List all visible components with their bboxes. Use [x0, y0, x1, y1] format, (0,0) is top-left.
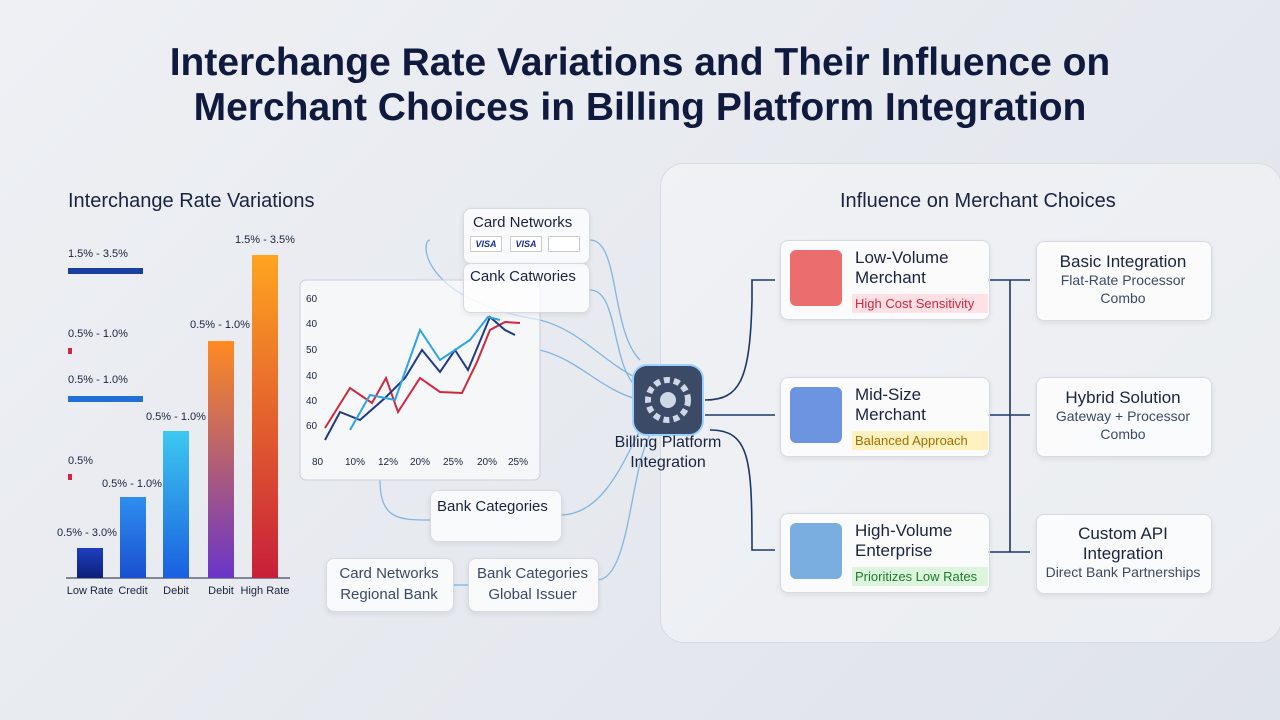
- merchant-icon: [790, 387, 842, 443]
- legend-label: 1.5% - 3.5%: [68, 248, 128, 260]
- heading: Influence on Merchant Choices: [840, 190, 1116, 212]
- heading: Interchange Rate Variations: [68, 190, 315, 212]
- bar: [208, 341, 234, 578]
- bar-range: 0.5% - 1.0%: [102, 478, 162, 490]
- integration-subtitle: Combo: [1100, 290, 1146, 306]
- card-text: Card Networks: [339, 565, 439, 582]
- x-label: 25%: [443, 457, 464, 468]
- hub-label: Integration: [630, 454, 706, 471]
- hub-label: Billing Platform: [614, 434, 722, 451]
- integration-title: Hybrid Solution: [1065, 388, 1181, 407]
- merchant-tag: Balanced Approach: [852, 431, 988, 450]
- legend-label: 0.5% - 1.0%: [68, 374, 128, 386]
- integration-card: [1036, 377, 1212, 457]
- legend-swatch: [68, 268, 143, 274]
- x-label: 20%: [477, 457, 498, 468]
- y-label: 50: [306, 345, 318, 356]
- legend-swatch: [68, 348, 72, 354]
- merchant-tag: Prioritizes Low Rates: [852, 567, 988, 586]
- arrows: [704, 279, 1030, 553]
- card-text: Regional Bank: [340, 586, 438, 603]
- card: [430, 490, 562, 542]
- gear-center: [660, 392, 676, 408]
- card: [463, 263, 590, 313]
- y-label: 40: [306, 319, 318, 330]
- bar-label: Low Rate: [66, 585, 114, 597]
- integration-subtitle: Combo: [1100, 426, 1146, 442]
- legend-swatch: [68, 396, 143, 402]
- bar-range: 0.5% - 1.0%: [190, 319, 250, 331]
- y-label: 40: [306, 371, 318, 382]
- card: [326, 558, 454, 612]
- integration-title: Custom API: [1078, 524, 1168, 543]
- legend-label: 0.5%: [68, 455, 94, 467]
- bar: [163, 431, 189, 578]
- merchant-name: Merchant: [855, 405, 926, 424]
- card-title: Card Networks: [473, 214, 573, 231]
- line: [349, 315, 501, 431]
- bar: [120, 497, 146, 578]
- integration-subtitle: Flat-Rate Processor: [1060, 272, 1186, 288]
- x-label: 12%: [378, 457, 399, 468]
- x-label: 25%: [508, 457, 529, 468]
- card-text: Bank Categories: [477, 565, 588, 582]
- x-label: 20%: [410, 457, 431, 468]
- gear: [645, 377, 691, 423]
- card-text: Global Issuer: [488, 586, 577, 603]
- merchant-name: High-Volume: [855, 521, 953, 540]
- bar-range: 0.5% - 1.0%: [146, 411, 206, 423]
- merchant-name: Merchant: [855, 268, 926, 287]
- merchant-icon: [790, 523, 842, 579]
- legend-swatch: [68, 474, 72, 480]
- y-label: 60: [306, 421, 318, 432]
- logo: [548, 236, 580, 252]
- merchant-name: Low-Volume: [855, 248, 949, 267]
- merchant-icon: [790, 250, 842, 306]
- logo: VISA: [470, 236, 502, 252]
- bar-label: Credit: [118, 585, 148, 597]
- x-label: 80: [312, 457, 324, 468]
- mini-chart-frame: [299, 279, 541, 481]
- y-label: 40: [306, 396, 318, 407]
- integration-card: [1036, 514, 1212, 594]
- card-title: Cank Catwories: [470, 268, 576, 285]
- bar: [252, 255, 278, 578]
- merchant-tag: High Cost Sensitivity: [852, 294, 988, 313]
- legend-label: 0.5% - 1.0%: [68, 328, 128, 340]
- bar-label: High Rate: [240, 585, 290, 597]
- card: [468, 558, 599, 612]
- x-label: 10%: [345, 457, 366, 468]
- logo: VISA: [510, 236, 542, 252]
- integration-card: [1036, 241, 1212, 321]
- y-label: 60: [306, 294, 318, 305]
- integration-title: Basic Integration: [1059, 252, 1187, 271]
- bar: [77, 548, 103, 578]
- card-title: Bank Categories: [437, 498, 548, 515]
- merchant-name: Mid-Size: [855, 385, 922, 404]
- bar-label: Debit: [163, 585, 189, 597]
- bar-range: 1.5% - 3.5%: [235, 234, 295, 246]
- title: Interchange Rate Variations and Their In…: [169, 41, 1111, 129]
- integration-subtitle: Gateway + Processor: [1055, 408, 1191, 424]
- merchant-name: Enterprise: [855, 541, 933, 560]
- line: [324, 320, 521, 429]
- bar-label: Debit: [208, 585, 234, 597]
- integration-subtitle: Direct Bank Partnerships: [1045, 564, 1201, 580]
- bar-range: 0.5% - 3.0%: [57, 527, 117, 539]
- integration-title: Integration: [1082, 544, 1164, 563]
